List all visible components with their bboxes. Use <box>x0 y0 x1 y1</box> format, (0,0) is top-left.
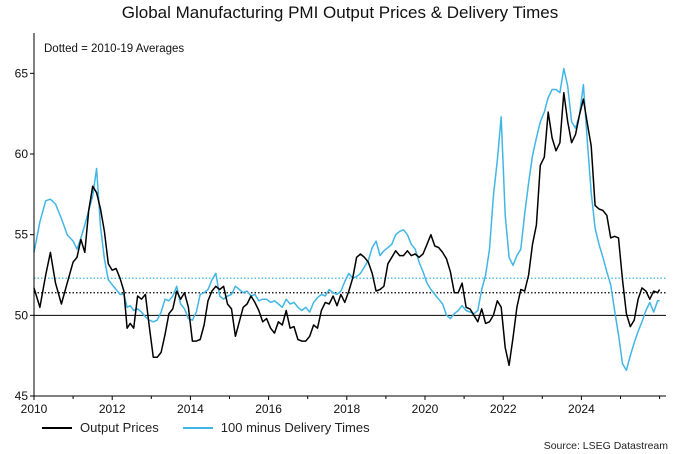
x-tick-label: 2012 <box>99 402 126 416</box>
y-tick-label: 50 <box>15 308 29 322</box>
legend-item-delivery-times: 100 minus Delivery Times <box>182 420 370 435</box>
x-tick-label: 2022 <box>490 402 517 416</box>
y-tick-label: 55 <box>15 228 29 242</box>
reference-lines <box>34 277 666 316</box>
legend-label-output-prices: Output Prices <box>80 420 159 435</box>
source-note: Source: LSEG Datastream <box>543 440 668 452</box>
x-tick-label: 2020 <box>412 402 439 416</box>
chart-annotation: Dotted = 2010-19 Averages <box>44 43 184 55</box>
chart-title: Global Manufacturing PMI Output Prices &… <box>121 3 559 22</box>
legend-label-delivery-times: 100 minus Delivery Times <box>220 420 370 435</box>
series-layer <box>33 67 661 371</box>
x-tick-label: 2014 <box>177 402 204 416</box>
y-tick-label: 65 <box>15 66 29 80</box>
axes-layer: 45 50 55 60 65 2010 2012 2014 2016 2018 2020 2022 20… <box>15 33 666 416</box>
y-tick-label: 45 <box>15 389 29 403</box>
legend-item-output-prices: Output Prices <box>42 420 159 435</box>
y-tick-label: 60 <box>15 147 29 161</box>
x-tick-label: 2016 <box>255 402 282 416</box>
x-tick-label: 2010 <box>21 402 48 416</box>
series-line-delivery-times <box>33 67 660 371</box>
x-tick-label: 2018 <box>333 402 360 416</box>
series-line-output-prices <box>33 91 661 367</box>
legend-swatch-output-prices <box>42 426 72 429</box>
x-tick-label: 2024 <box>568 402 595 416</box>
legend: Output Prices 100 minus Delivery Times <box>42 420 394 435</box>
legend-swatch-delivery-times <box>182 426 213 429</box>
